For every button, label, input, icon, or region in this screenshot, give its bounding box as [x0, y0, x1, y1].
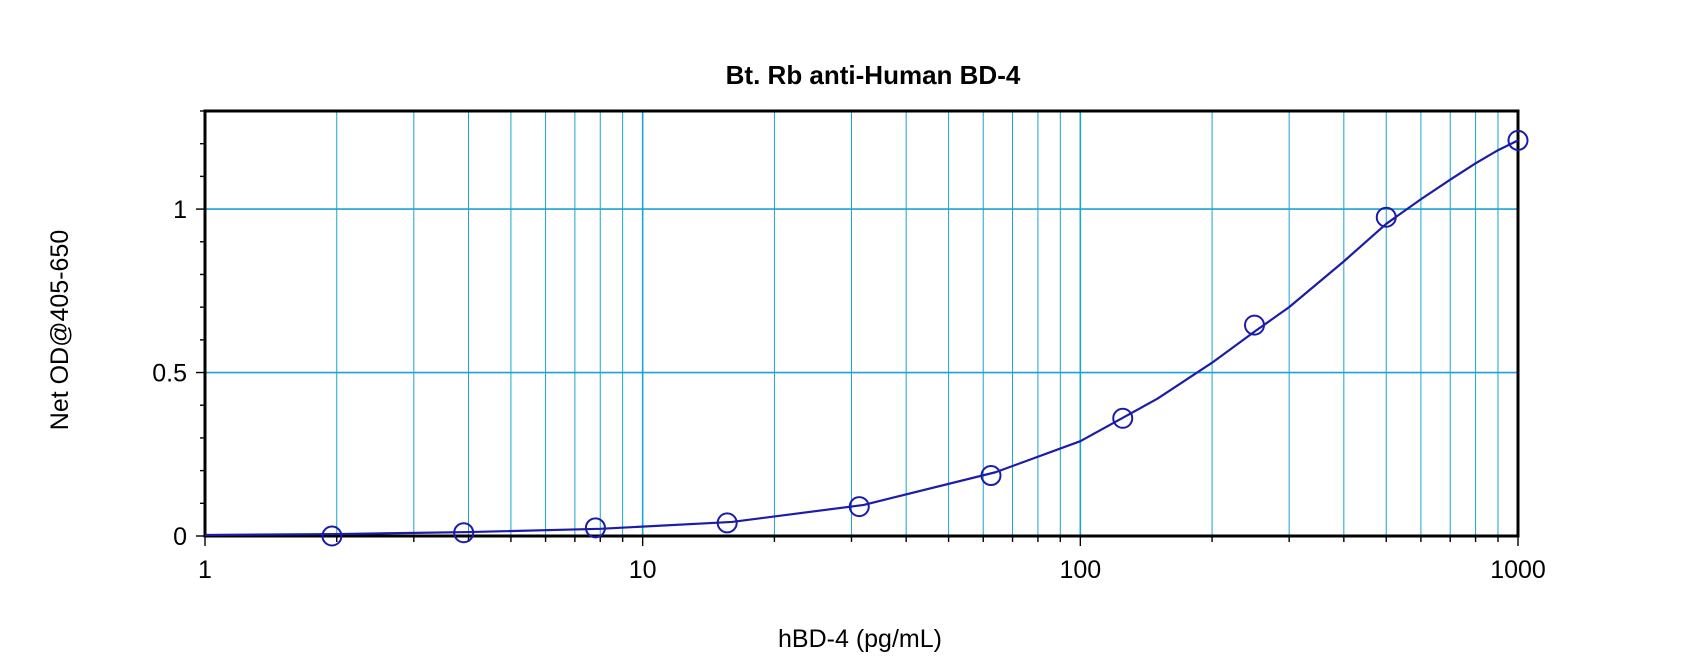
x-tick-label: 100 — [1059, 556, 1101, 584]
data-point — [1375, 206, 1397, 228]
x-tick-label: 10 — [629, 556, 657, 584]
data-point — [584, 517, 606, 539]
plot-frame — [203, 109, 1520, 538]
data-point — [716, 512, 738, 534]
y-tick-label: 1 — [173, 196, 187, 224]
plot-border — [203, 109, 1520, 538]
x-tick-label: 1000 — [1490, 556, 1546, 584]
y-tick-label: 0.5 — [152, 360, 187, 388]
y-minor-ticks — [196, 110, 1519, 546]
data-point — [321, 525, 343, 547]
x-axis-label: hBD-4 (pg/mL) — [778, 625, 942, 653]
data-points — [321, 129, 1529, 547]
chart-title: Bt. Rb anti-Human BD-4 — [726, 60, 1021, 90]
data-point — [848, 496, 870, 518]
y-axis-label: Net OD@405-650 — [46, 230, 74, 430]
data-point — [1243, 314, 1265, 336]
x-tick-label: 1 — [198, 556, 212, 584]
data-point — [1112, 407, 1134, 429]
tick-labels: 1 10 100 1000 0 0.5 1 — [152, 196, 1546, 584]
fit-curve — [204, 139, 1519, 537]
data-point — [453, 522, 475, 544]
fit-curve-layer — [204, 139, 1519, 537]
data-point — [980, 465, 1002, 487]
grid-lines — [205, 111, 1518, 536]
data-point — [1507, 129, 1529, 151]
y-tick-label: 0 — [173, 523, 187, 551]
